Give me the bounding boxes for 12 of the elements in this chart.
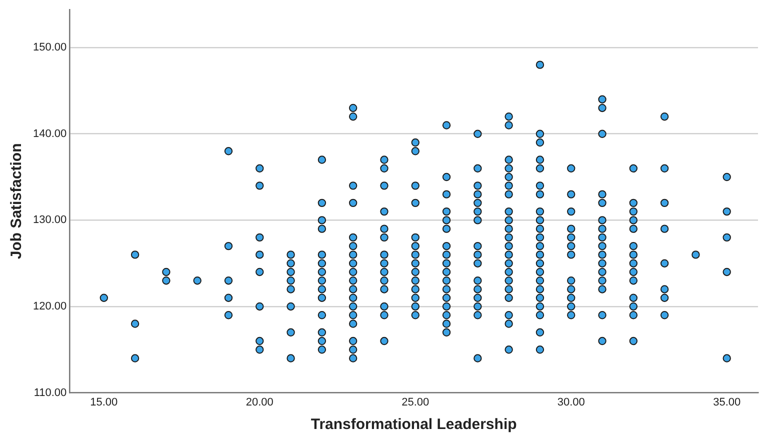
x-tick-label: 15.00 xyxy=(90,396,118,408)
x-axis-title: Transformational Leadership xyxy=(310,416,517,434)
x-tick-label: 30.00 xyxy=(557,396,585,408)
x-tick-label: 35.00 xyxy=(713,396,741,408)
y-tick-label: 140.00 xyxy=(32,128,67,140)
y-tick-label: 130.00 xyxy=(32,214,67,226)
x-tick-label: 25.00 xyxy=(402,396,430,408)
y-tick-label: 120.00 xyxy=(32,300,67,313)
y-tick-label: 110.00 xyxy=(34,386,67,399)
y-tick-label: 150.00 xyxy=(32,42,67,54)
x-tick-label: 20.00 xyxy=(246,396,274,408)
y-axis-title: Job Satisfaction xyxy=(8,143,26,260)
